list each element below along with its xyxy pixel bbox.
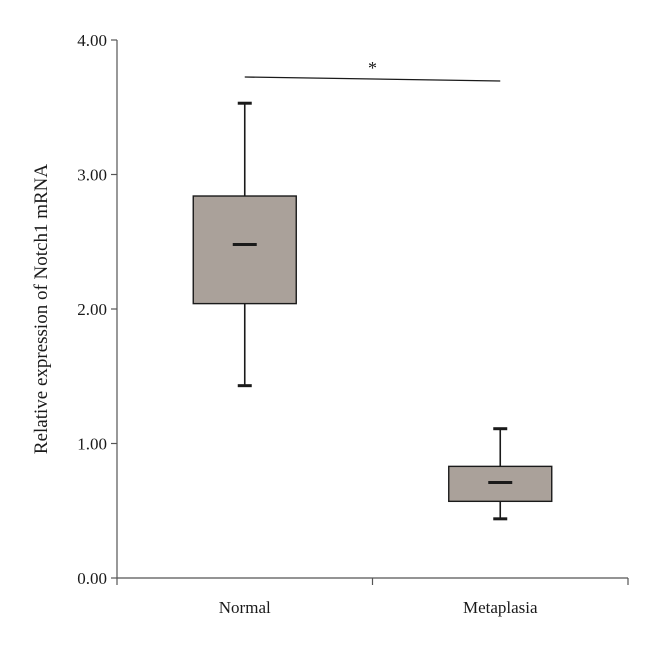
x-tick-label: Normal (219, 598, 271, 617)
significance-bar (244, 76, 501, 82)
boxes (192, 101, 553, 521)
y-tick-label: 0.00 (77, 569, 107, 588)
y-tick-label: 2.00 (77, 300, 107, 319)
x-tick-label: Metaplasia (463, 598, 538, 617)
axes: 0.00 1.00 2.00 3.00 4.00 Normal Metaplasia (77, 31, 629, 617)
y-axis-title: Relative expression of Notch1 mRNA (31, 164, 52, 455)
box-group-normal (192, 101, 297, 388)
box-group-metaplasia (448, 427, 553, 521)
iqr-box (192, 195, 297, 305)
y-tick-label: 1.00 (77, 435, 107, 454)
significance-label: * (368, 58, 377, 78)
annotations: * (244, 58, 501, 82)
y-tick-label: 4.00 (77, 31, 107, 50)
y-tick-label: 3.00 (77, 166, 107, 185)
